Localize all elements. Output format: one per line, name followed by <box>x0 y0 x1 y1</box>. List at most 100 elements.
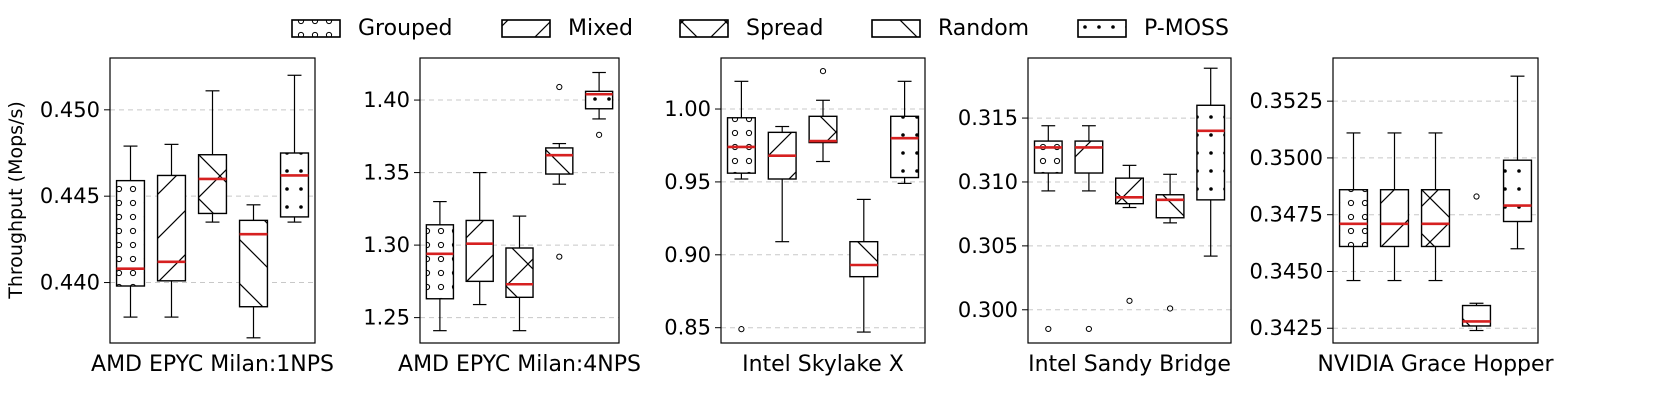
box-random <box>1461 193 1492 332</box>
box-grouped <box>1338 132 1369 282</box>
chart-panels: 0.440 0.445 0.450 AMD EPYC Milan:1NPS 1.25 1.… <box>40 57 1555 377</box>
y-tick-label: 0.85 <box>664 316 711 340</box>
y-tick-label: 1.30 <box>363 233 410 257</box>
panel: 0.3425 0.3450 0.3475 0.3500 0.3525 NVIDIA Gra… <box>1250 57 1555 377</box>
legend-swatch-pattern <box>291 19 341 38</box>
y-tick-label: 0.3425 <box>1250 316 1323 340</box>
box-random <box>238 204 269 339</box>
box-mixed <box>156 143 187 318</box>
outlier-point <box>1085 325 1093 333</box>
outlier-point <box>738 326 745 333</box>
box-hatch <box>197 154 228 215</box>
y-tick-label: 0.310 <box>958 170 1018 194</box>
box-hatch <box>425 224 455 300</box>
y-tick-label: 0.95 <box>664 170 711 194</box>
y-axis-label: Throughput (Mops/s) <box>5 101 27 300</box>
box-hatch <box>1461 304 1492 327</box>
y-tick-label: 0.305 <box>958 234 1018 258</box>
y-tick-label: 0.3475 <box>1250 203 1323 227</box>
box-random <box>849 198 879 333</box>
panel-frame <box>109 57 316 344</box>
outlier-point <box>556 83 563 91</box>
panel-frame <box>1027 57 1232 344</box>
box-mixed <box>1379 132 1410 282</box>
y-tick-label: 0.315 <box>958 106 1018 130</box>
panel: 1.25 1.30 1.35 1.40 AMD EPYC Milan:4NPS <box>363 57 641 377</box>
y-tick-label: 0.3525 <box>1250 89 1323 113</box>
outlier-point <box>596 131 603 138</box>
box-hatch <box>156 174 187 282</box>
legend-label: Random <box>938 16 1029 41</box>
y-tick-label: 0.445 <box>40 184 100 208</box>
panel-frame <box>720 57 926 344</box>
y-tick-label: 1.40 <box>363 88 410 112</box>
box-p-moss <box>279 74 310 223</box>
box-hatch <box>1379 189 1410 248</box>
box-hatch <box>890 115 920 179</box>
outlier-point <box>819 68 827 75</box>
legend-label: Mixed <box>568 16 633 41</box>
panel-title: Intel Sandy Bridge <box>1028 352 1231 377</box>
box-hatch <box>1420 189 1451 248</box>
box-hatch <box>545 147 574 175</box>
box-p-moss <box>890 80 920 184</box>
box-hatch <box>279 152 310 218</box>
box-hatch <box>1155 194 1185 219</box>
box-mixed <box>465 171 494 306</box>
legend-swatch-pattern <box>871 19 921 38</box>
y-tick-label: 1.00 <box>664 97 711 121</box>
y-tick-label: 0.3450 <box>1250 259 1323 283</box>
y-tick-label: 0.90 <box>664 243 711 267</box>
y-tick-label: 0.450 <box>40 98 100 122</box>
box-hatch <box>808 115 838 144</box>
box-grouped <box>1033 125 1063 333</box>
outlier-point <box>556 253 563 260</box>
y-tick-label: 0.300 <box>958 298 1018 322</box>
box-mixed <box>1074 125 1104 333</box>
box-hatch <box>849 240 879 278</box>
box-grouped <box>726 80 756 333</box>
y-tick-label: 0.3500 <box>1250 146 1323 170</box>
box-random <box>1155 173 1185 312</box>
box-hatch <box>1114 177 1145 205</box>
box-random <box>545 83 574 260</box>
box-hatch <box>584 90 614 110</box>
panel-title: AMD EPYC Milan:1NPS <box>91 352 334 377</box>
box-grouped <box>425 200 455 332</box>
y-tick-label: 1.25 <box>363 306 410 330</box>
box-spread <box>808 68 838 163</box>
legend-label: P-MOSS <box>1144 16 1229 41</box>
box-spread <box>505 215 534 332</box>
panel-frame <box>419 57 620 344</box>
box-hatch <box>465 219 494 283</box>
box-spread <box>1114 164 1145 304</box>
box-hatch <box>505 247 534 299</box>
panel-title: NVIDIA Grace Hopper <box>1317 352 1554 377</box>
box-p-moss <box>1502 75 1533 250</box>
box-hatch <box>115 179 146 287</box>
box-hatch <box>1338 189 1369 248</box>
panel: 0.85 0.90 0.95 1.00 Intel Skylake X <box>664 57 926 377</box>
outlier-point <box>1167 305 1174 312</box>
legend-swatch-pattern <box>1077 19 1127 38</box>
box-hatch <box>1074 140 1104 174</box>
box-hatch <box>1033 140 1063 174</box>
outlier-point <box>1126 297 1133 304</box>
box-spread <box>197 90 228 223</box>
box-hatch <box>1502 159 1533 223</box>
outlier-point <box>1473 193 1480 200</box>
box-mixed <box>767 125 797 243</box>
box-p-moss <box>1196 67 1226 257</box>
legend-swatch-pattern <box>501 19 551 38</box>
legend-label: Grouped <box>358 16 452 41</box>
panel-frame <box>1332 57 1539 344</box>
box-hatch <box>1196 104 1226 201</box>
panel: 0.440 0.445 0.450 AMD EPYC Milan:1NPS <box>40 57 334 377</box>
box-spread <box>1420 132 1451 282</box>
legend-label: Spread <box>746 16 823 41</box>
y-tick-label: 0.440 <box>40 271 100 295</box>
legend-swatch-pattern <box>679 19 729 38</box>
panel-title: AMD EPYC Milan:4NPS <box>398 352 641 377</box>
outlier-point <box>1045 325 1052 333</box>
